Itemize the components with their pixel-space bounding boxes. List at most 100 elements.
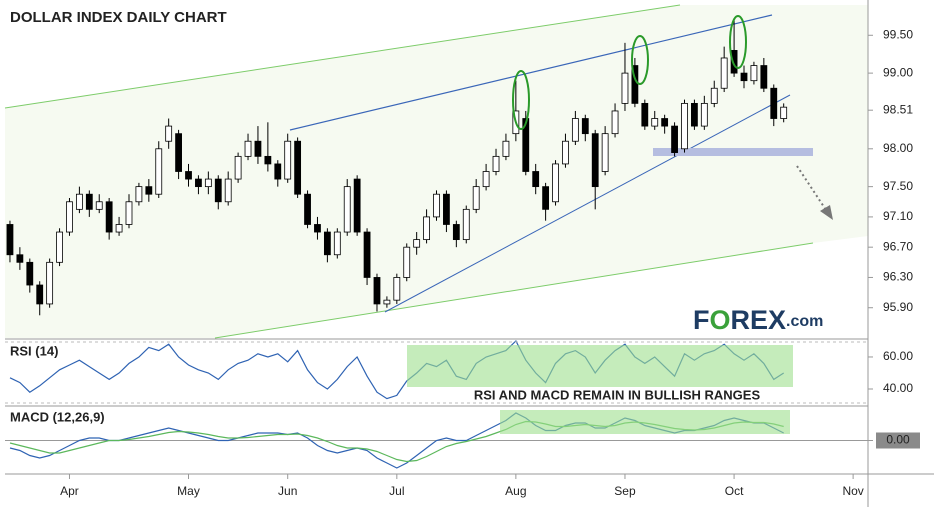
candle-body: [304, 193, 311, 225]
support-line: [384, 94, 791, 313]
candle-body: [552, 163, 559, 203]
candle-body: [26, 261, 34, 286]
candle-body: [740, 72, 748, 82]
y-tick-label: 0.00: [886, 433, 910, 447]
candle-body: [601, 133, 609, 172]
candle-body: [284, 140, 292, 180]
candle-body: [195, 178, 202, 188]
candle-body: [373, 277, 381, 305]
candle-body: [75, 193, 83, 210]
logo-part: REX: [731, 305, 787, 335]
candle-body: [591, 133, 599, 188]
candle-body: [214, 178, 222, 203]
candle-body: [710, 87, 718, 104]
candle-body: [165, 125, 173, 142]
panel-title: MACD (12,26,9): [10, 409, 105, 424]
candle-body: [105, 201, 113, 233]
candle-body: [750, 65, 758, 82]
channel-upper: [4, 4, 681, 109]
candle-body: [115, 224, 123, 233]
peak-circle: [729, 15, 747, 69]
candle-body: [393, 277, 401, 301]
candle-body: [720, 57, 728, 89]
candle-body: [651, 118, 659, 127]
candle-body: [274, 163, 282, 180]
candle-body: [492, 155, 500, 172]
candle-body: [452, 224, 460, 241]
candle-body: [353, 178, 361, 233]
candle-body: [562, 140, 569, 165]
candle-body: [224, 178, 232, 203]
candle-body: [234, 155, 242, 180]
candle-body: [730, 50, 738, 74]
candle-body: [175, 133, 182, 172]
candle-body: [621, 72, 629, 104]
candle-body: [611, 110, 619, 135]
candle-body: [264, 155, 272, 165]
y-tick-label: 40.00: [883, 381, 913, 395]
candle-body: [125, 201, 133, 225]
peak-circle: [512, 70, 530, 130]
candle-body: [333, 231, 341, 256]
candle-body: [314, 224, 321, 233]
candle-body: [155, 148, 163, 195]
y-tick-label: 98.00: [883, 141, 913, 155]
logo-part: F: [693, 305, 710, 335]
x-tick-label: Oct: [725, 484, 744, 498]
y-tick-label: 95.90: [883, 300, 913, 314]
candle-body: [522, 118, 530, 172]
candle-body: [66, 201, 73, 233]
x-tick-label: Apr: [60, 484, 79, 498]
x-tick-label: May: [177, 484, 200, 498]
candle-body: [244, 140, 252, 157]
candle-body: [403, 246, 411, 278]
x-tick-label: Aug: [505, 484, 526, 498]
candle-body: [571, 118, 579, 142]
candle-body: [16, 254, 24, 263]
candle-body: [641, 102, 649, 127]
candle-body: [185, 171, 192, 180]
y-tick-box: [876, 432, 920, 449]
candle-body: [254, 140, 262, 157]
candle-body: [6, 224, 14, 256]
logo-part: .com: [786, 313, 823, 330]
candle-body: [443, 193, 450, 225]
candle-body: [323, 231, 331, 256]
candle-body: [462, 208, 470, 241]
logo-part: O: [710, 305, 731, 335]
candle-body: [413, 239, 421, 248]
x-tick-label: Sep: [614, 484, 636, 498]
candle-body: [681, 102, 688, 150]
resistance-line: [289, 14, 773, 131]
channel-fill: [5, 5, 868, 338]
support-zone: [653, 148, 813, 156]
y-tick-label: 96.30: [883, 270, 913, 284]
candle-body: [770, 87, 778, 119]
candle-body: [542, 186, 550, 210]
peak-circle: [631, 35, 649, 85]
y-tick-label: 97.50: [883, 179, 913, 193]
candle-body: [363, 231, 371, 278]
logo: FOREX.com: [693, 305, 823, 335]
candle-body: [204, 178, 212, 188]
candle-body: [294, 140, 302, 195]
candle-body: [145, 186, 153, 195]
candle-body: [502, 140, 510, 157]
channel-lower: [214, 242, 814, 339]
candle-body: [482, 171, 490, 188]
candle-body: [383, 299, 391, 305]
y-tick-label: 60.00: [883, 349, 913, 363]
candle-body: [671, 125, 678, 153]
panel-title: RSI (14): [10, 343, 58, 358]
y-tick-label: 97.10: [883, 209, 913, 223]
y-tick-label: 99.50: [883, 27, 913, 41]
candle-body: [85, 193, 93, 210]
y-tick-label: 99.00: [883, 65, 913, 79]
candle-body: [661, 118, 669, 127]
arrow-head: [820, 205, 833, 220]
chart-title: DOLLAR INDEX DAILY CHART: [10, 9, 227, 26]
candle-body: [36, 284, 44, 305]
y-tick-label: 96.70: [883, 239, 913, 253]
candle-body: [691, 102, 698, 127]
candle-body: [423, 216, 430, 241]
